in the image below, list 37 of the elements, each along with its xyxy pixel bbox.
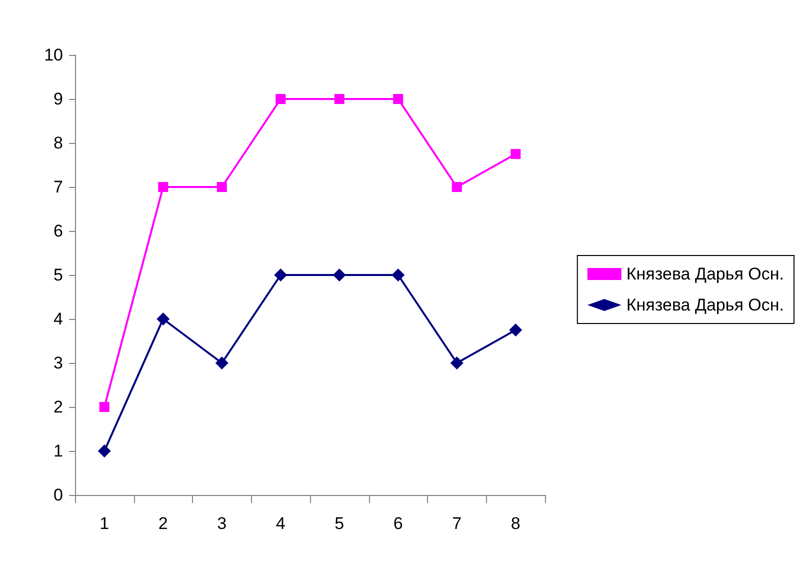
- point: [392, 268, 405, 282]
- x-tick-label: 8: [510, 514, 520, 533]
- y-tick-label: 7: [54, 178, 63, 196]
- y-tick-label: 8: [54, 134, 63, 152]
- point: [274, 268, 288, 282]
- y-tick-label: 2: [54, 398, 63, 416]
- point: [158, 182, 168, 192]
- x-tick-label: 2: [158, 514, 168, 533]
- point: [215, 356, 228, 370]
- x-tick-label: 6: [393, 514, 403, 533]
- point: [156, 312, 170, 326]
- x-tick-label: 1: [100, 514, 110, 533]
- legend-label: Князева Дарья Осн.: [626, 264, 784, 284]
- y-tick-label: 9: [54, 90, 63, 108]
- point: [510, 149, 521, 159]
- y-tick-label: 5: [54, 266, 63, 284]
- point: [509, 324, 522, 336]
- y-tick-label: 1: [54, 442, 63, 460]
- point: [452, 182, 462, 192]
- point: [216, 182, 227, 192]
- legend-label: Князева Дарья Осн.: [626, 296, 784, 314]
- x-tick-label: 4: [276, 514, 286, 533]
- point: [98, 444, 111, 458]
- x-tick-label: 7: [452, 514, 462, 533]
- point: [450, 356, 464, 370]
- y-tick-label: 0: [54, 486, 63, 504]
- point: [99, 402, 110, 412]
- point: [393, 94, 404, 104]
- x-tick-label: 3: [217, 514, 227, 533]
- point: [332, 268, 346, 282]
- point: [276, 94, 286, 104]
- y-tick-label: 4: [54, 310, 63, 328]
- y-tick-label: 10: [44, 46, 63, 64]
- x-tick-label: 5: [334, 514, 344, 533]
- y-tick-label: 6: [54, 222, 63, 240]
- point: [334, 94, 344, 104]
- y-tick-label: 3: [54, 354, 63, 372]
